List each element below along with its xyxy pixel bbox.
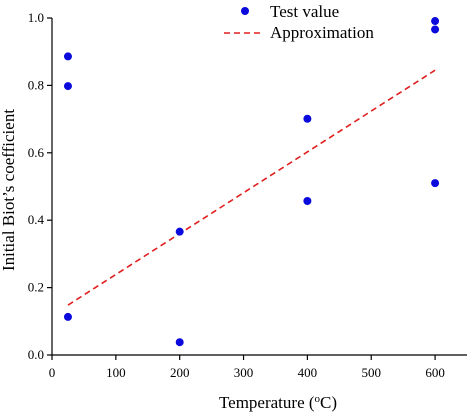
y-tick-label: 0.0 [28,347,44,362]
test-value-point [431,17,440,26]
series-layer [63,17,440,347]
x-tick-label: 500 [361,365,381,380]
x-axis-title-unit: C) [320,393,337,412]
test-value-point [431,25,440,34]
x-tick-label: 400 [298,365,318,380]
test-value-point [303,196,312,205]
approximation-line [67,69,436,306]
x-tick-label: 300 [234,365,254,380]
y-ticks: 0.0 0.2 0.4 0.6 0.8 1.0 [28,10,52,362]
y-tick-label: 0.6 [28,145,45,160]
x-tick-label: 0 [49,365,56,380]
x-axis-title: Temperature (oC) [219,393,337,412]
test-value-point [303,114,312,123]
test-value-point [175,227,184,236]
test-value-point [63,82,72,91]
y-axis-title: Initial Biot’s coefficient [0,109,18,271]
y-tick-label: 0.4 [28,212,45,227]
x-axis-title-superscript: o [315,393,321,405]
y-tick-label: 0.8 [28,77,44,92]
legend-label-approximation: Approximation [270,23,374,42]
legend: Test value Approximation [224,2,374,42]
test-value-point [63,52,72,61]
test-value-point [175,338,184,347]
legend-label-test-value: Test value [270,2,339,21]
plot-frame [51,18,467,356]
x-ticks: 0 100 200 300 400 500 600 [49,355,445,380]
x-tick-label: 200 [170,365,190,380]
test-value-point [431,179,440,188]
y-tick-label: 1.0 [28,10,44,25]
test-value-point [63,312,72,321]
legend-marker-test-value [241,7,249,15]
x-tick-label: 100 [106,365,126,380]
x-tick-label: 600 [425,365,445,380]
y-tick-label: 0.2 [28,280,44,295]
